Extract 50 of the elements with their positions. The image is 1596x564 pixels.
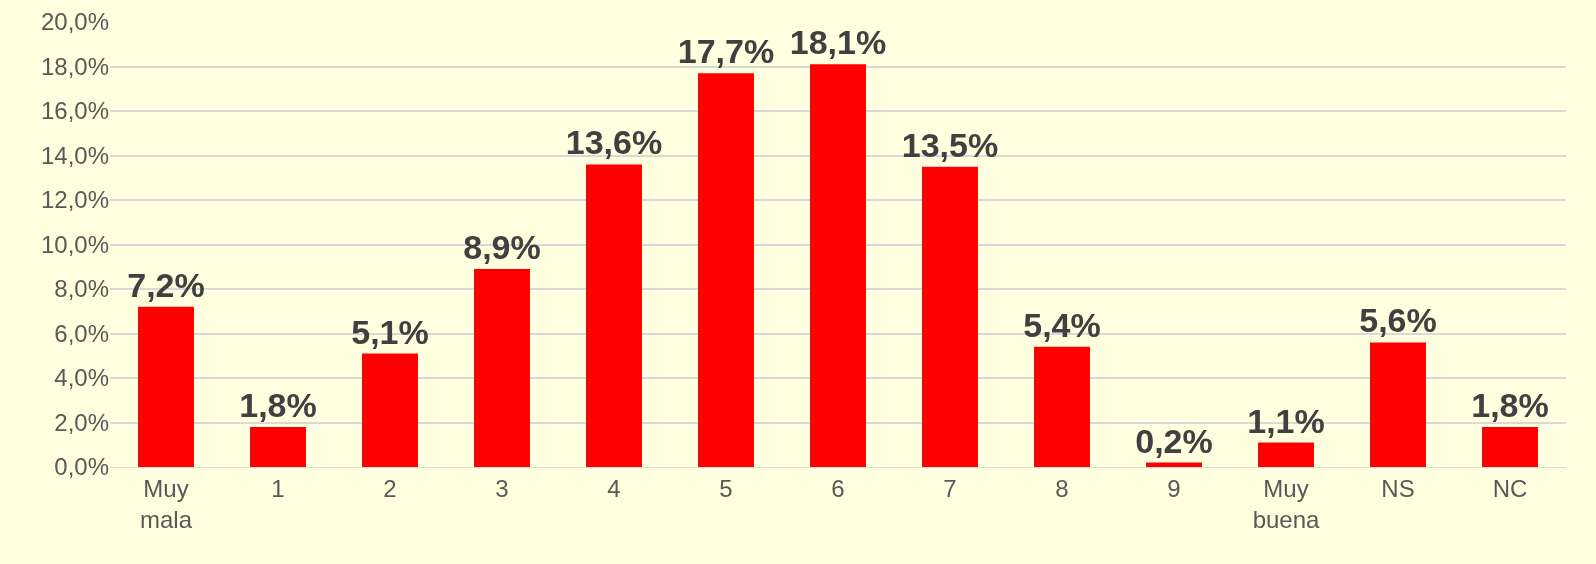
data-label: 7,2% — [127, 265, 205, 304]
bar — [586, 164, 642, 467]
x-tick-label: 2 — [383, 474, 397, 502]
x-tick-label: Muy mala — [139, 474, 193, 533]
bar — [250, 426, 306, 467]
y-tick-label: 16,0% — [40, 97, 109, 125]
data-label: 1,1% — [1247, 401, 1325, 440]
bar — [810, 64, 866, 467]
x-tick-label: 5 — [719, 474, 733, 502]
x-tick-label: 3 — [495, 474, 509, 502]
y-tick-label: 8,0% — [54, 275, 109, 303]
data-label: 5,4% — [1023, 305, 1101, 344]
bar — [474, 268, 530, 467]
y-tick-label: 10,0% — [40, 230, 109, 258]
data-label: 13,5% — [901, 125, 999, 164]
bar — [362, 353, 418, 467]
data-label: 13,6% — [565, 123, 663, 162]
y-tick-label: 2,0% — [54, 408, 109, 436]
x-tick-label: 4 — [607, 474, 621, 502]
data-label: 5,1% — [351, 312, 429, 351]
x-tick-label: 9 — [1167, 474, 1181, 502]
x-tick-label: Muy buena — [1252, 474, 1321, 533]
bar — [1370, 342, 1426, 467]
x-tick-label: NC — [1492, 474, 1528, 502]
bar — [1258, 442, 1314, 467]
x-tick-label: NS — [1381, 474, 1415, 502]
y-tick-label: 0,0% — [54, 453, 109, 481]
y-tick-label: 14,0% — [40, 141, 109, 169]
data-label: 1,8% — [1471, 385, 1549, 424]
data-label: 5,6% — [1359, 301, 1437, 340]
data-label: 1,8% — [239, 385, 317, 424]
x-tick-label: 1 — [271, 474, 285, 502]
data-label: 8,9% — [463, 227, 541, 266]
x-tick-label: 8 — [1055, 474, 1069, 502]
x-tick-label: 6 — [831, 474, 845, 502]
data-label: 0,2% — [1135, 421, 1213, 460]
bar — [1146, 462, 1202, 467]
y-tick-label: 12,0% — [40, 186, 109, 214]
bar — [138, 306, 194, 467]
data-label: 18,1% — [789, 23, 887, 62]
y-tick-label: 4,0% — [54, 364, 109, 392]
bar — [1034, 346, 1090, 467]
x-tick-label: 7 — [943, 474, 957, 502]
data-label: 17,7% — [677, 32, 775, 71]
bar — [698, 73, 754, 467]
y-tick-label: 18,0% — [40, 52, 109, 80]
y-tick-label: 20,0% — [40, 8, 109, 36]
bar — [922, 166, 978, 467]
bar — [1482, 426, 1538, 467]
y-tick-label: 6,0% — [54, 319, 109, 347]
